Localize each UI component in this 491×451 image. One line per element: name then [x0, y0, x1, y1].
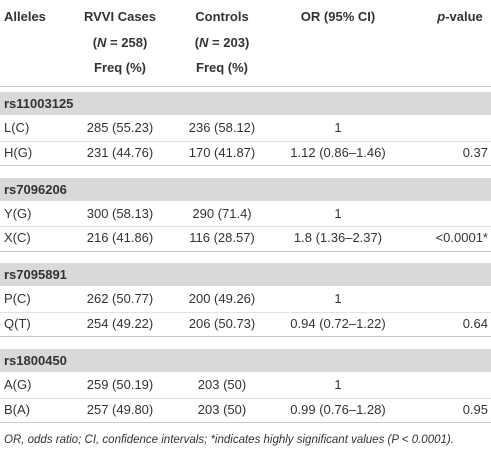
cell: 1: [334, 291, 342, 307]
cell: 1.8 (1.36–2.37): [293, 230, 383, 246]
row-rule: [0, 397, 491, 399]
row-rule: [0, 165, 491, 166]
cell: Y(G): [4, 205, 32, 221]
header-cell: RVVI Cases: [84, 9, 156, 25]
cell: 262 (50.77): [86, 291, 154, 307]
header-cell: Alleles: [4, 9, 46, 25]
row-rule: [0, 250, 491, 252]
header-rule: [0, 86, 491, 87]
row-rule: [0, 140, 491, 142]
cell: 0.37: [462, 144, 488, 160]
header-cell: (N = 203): [195, 35, 250, 51]
cell: L(C): [4, 120, 30, 135]
snp-band: [0, 92, 491, 115]
header-text: N: [199, 34, 209, 50]
snp-band: [0, 177, 491, 201]
header-text: RVVI Cases: [83, 9, 157, 24]
header-text: Freq (%): [196, 60, 248, 75]
cell: 300 (58.13): [86, 205, 154, 221]
cell: P(C): [4, 291, 31, 307]
snp-band: [0, 263, 491, 287]
cell: 200 (49.26): [188, 291, 256, 307]
cell: 0.94 (0.72–1.22): [290, 315, 386, 331]
snp-band: [0, 349, 491, 373]
header-text: (: [92, 34, 98, 50]
cell: 0.95: [462, 401, 488, 417]
header-cell: Freq (%): [196, 60, 248, 76]
header-text: N: [97, 34, 107, 50]
cell: 285 (55.23): [86, 120, 154, 135]
header-text: = 203): [208, 34, 250, 50]
header-cell: Controls: [195, 9, 248, 25]
cell: 170 (41.87): [188, 144, 256, 160]
cell: 203 (50): [197, 377, 247, 393]
row-rule: [0, 226, 491, 228]
cell: 231 (44.76): [86, 144, 154, 160]
header-text: -value: [445, 9, 483, 24]
cell: 236 (58.12): [188, 120, 256, 135]
cell: 203 (50): [197, 401, 247, 417]
cell: 290 (71.4): [192, 205, 252, 221]
cell: 0.64: [462, 315, 488, 331]
cell: 206 (50.73): [188, 315, 256, 331]
header-text: Alleles: [4, 9, 46, 24]
header-text: p: [437, 9, 446, 24]
cell: <0.0001*: [435, 230, 488, 246]
header-text: OR (95% CI): [300, 9, 376, 24]
header-cell: Freq (%): [94, 60, 146, 76]
cell: 0.99 (0.76–1.28): [290, 401, 386, 417]
header-cell: (N = 258): [93, 35, 148, 51]
cell: X(C): [4, 230, 31, 246]
header-text: (: [194, 34, 200, 50]
cell: 259 (50.19): [86, 377, 154, 393]
row-rule: [0, 422, 491, 424]
snp-label: rs7096206: [4, 181, 67, 197]
cell: Q(T): [4, 315, 31, 331]
header-text: = 258): [106, 34, 148, 50]
snp-label: rs7095891: [4, 267, 67, 283]
snp-label: rs11003125: [4, 96, 74, 111]
cell: 116 (28.57): [189, 230, 255, 246]
cell: 1.12 (0.86–1.46): [290, 144, 386, 160]
cell: 1: [334, 120, 342, 135]
cell: 1: [334, 205, 342, 221]
cell: 257 (49.80): [86, 401, 154, 417]
cell: B(A): [4, 401, 30, 417]
cell: 1: [334, 377, 342, 393]
header-cell: OR (95% CI): [301, 9, 375, 25]
row-rule: [0, 311, 491, 313]
cell: 216 (41.86): [86, 230, 154, 246]
header-text: Freq (%): [94, 60, 146, 75]
header-text: Controls: [195, 9, 249, 24]
cell: 254 (49.22): [86, 315, 154, 331]
footnote: OR, odds ratio; CI, confidence intervals…: [4, 434, 454, 446]
cell: H(G): [4, 144, 33, 160]
header-cell: p-value: [437, 9, 483, 25]
cell: A(G): [4, 377, 32, 393]
snp-label: rs1800450: [4, 353, 67, 369]
row-rule: [0, 336, 491, 338]
